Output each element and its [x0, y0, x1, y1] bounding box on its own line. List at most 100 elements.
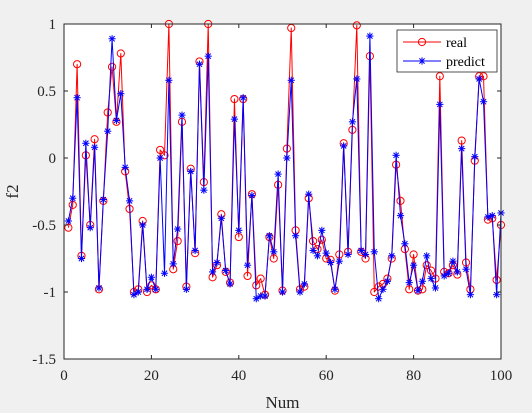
data-point-predict [143, 285, 151, 293]
data-point-predict [475, 75, 483, 83]
data-point-predict [86, 224, 94, 232]
legend-marker-predict [418, 57, 426, 65]
data-point-real [256, 274, 265, 283]
data-point-predict [121, 163, 129, 171]
data-point-predict [213, 258, 221, 267]
data-point-real [73, 60, 82, 69]
data-point-predict [410, 261, 418, 269]
data-point-real [435, 72, 444, 81]
y-tick-label: -1 [44, 285, 57, 301]
data-point-predict [239, 94, 247, 102]
data-point-real [107, 62, 117, 71]
data-point-predict [125, 197, 134, 205]
data-point-predict [204, 52, 212, 60]
data-point-predict [270, 248, 278, 256]
data-point-real [457, 136, 466, 145]
data-point-predict [396, 212, 405, 220]
data-point-predict [152, 285, 160, 293]
data-point-predict [69, 194, 77, 202]
data-point-predict [191, 246, 199, 255]
data-point-predict [160, 269, 169, 277]
data-point-real [409, 250, 418, 259]
data-point-predict [200, 186, 208, 194]
x-tick-label: 0 [60, 368, 68, 384]
legend-box [396, 29, 498, 73]
legend-marker-shape [417, 37, 427, 47]
data-point-predict [322, 249, 330, 257]
legend-marker-shape [418, 57, 426, 65]
data-point-predict [77, 254, 86, 263]
data-point-predict [230, 115, 239, 123]
data-point-predict [130, 291, 138, 299]
data-point-predict [64, 217, 72, 225]
data-point-predict [370, 248, 378, 256]
data-point-predict [379, 285, 387, 293]
data-point-predict [287, 76, 295, 84]
x-tick-label: 40 [231, 368, 246, 384]
data-point-predict [418, 277, 426, 285]
x-tick-label: 20 [144, 368, 159, 384]
data-point-predict [401, 240, 409, 248]
data-point-real [116, 49, 125, 58]
data-point-real [90, 135, 99, 144]
data-point-predict [375, 295, 383, 303]
data-point-predict [182, 285, 190, 293]
data-point-predict [274, 170, 282, 178]
data-point-predict [366, 32, 374, 40]
data-point-predict [353, 75, 361, 83]
data-point-predict [90, 143, 99, 151]
data-point-predict [436, 100, 444, 108]
data-point-predict [169, 260, 177, 268]
data-point-predict [82, 139, 90, 147]
data-point-predict [208, 268, 217, 276]
data-point-predict [117, 90, 125, 98]
data-point-real [156, 145, 165, 155]
data-point-predict [165, 76, 173, 84]
data-point-predict [156, 154, 164, 162]
data-point-predict [134, 288, 142, 296]
data-point-real [422, 261, 431, 270]
y-tick-label: 0.5 [37, 84, 56, 100]
legend-label-real: real [446, 36, 467, 51]
data-point-predict [195, 60, 204, 68]
data-point-predict [383, 277, 391, 285]
data-point-predict [309, 246, 317, 255]
y-tick-label: 1 [49, 17, 57, 33]
data-point-real [396, 196, 405, 205]
data-point-predict [292, 232, 300, 240]
data-point-predict [466, 291, 475, 299]
data-point-predict [348, 118, 357, 126]
data-point-predict [493, 291, 501, 299]
x-tick-label: 60 [319, 368, 334, 384]
data-point-predict [147, 273, 155, 281]
axis-ticks: 0 20 40 60 80 100 -1.5 -1 -0.5 0 0.5 1 [32, 17, 512, 384]
data-point-predict [458, 145, 466, 153]
axes-box [63, 23, 502, 360]
plot-area [64, 24, 501, 359]
data-point-predict [187, 167, 195, 175]
data-point-predict [392, 151, 400, 159]
data-point-predict [226, 280, 234, 288]
data-point-real [479, 72, 488, 81]
data-point-predict [261, 292, 269, 300]
y-tick-label: 0 [49, 151, 57, 167]
data-point-predict [479, 98, 488, 106]
legend-marker-real [417, 37, 427, 47]
data-point-predict [222, 266, 230, 275]
data-point-predict [99, 195, 107, 204]
data-point-predict [278, 288, 287, 296]
data-point-predict [178, 111, 186, 119]
y-tick-label: -1.5 [32, 352, 56, 368]
x-tick-label: 80 [406, 368, 421, 384]
data-point-real [374, 282, 383, 291]
data-point-predict [440, 272, 448, 280]
data-point-predict [414, 287, 422, 295]
data-point-predict [335, 257, 343, 265]
data-point-predict [388, 252, 396, 260]
x-axis-label: Num [266, 393, 300, 412]
data-point-predict [471, 153, 479, 161]
series-line-predict [67, 35, 502, 300]
data-point-predict [112, 116, 121, 125]
series-layer [64, 19, 506, 303]
